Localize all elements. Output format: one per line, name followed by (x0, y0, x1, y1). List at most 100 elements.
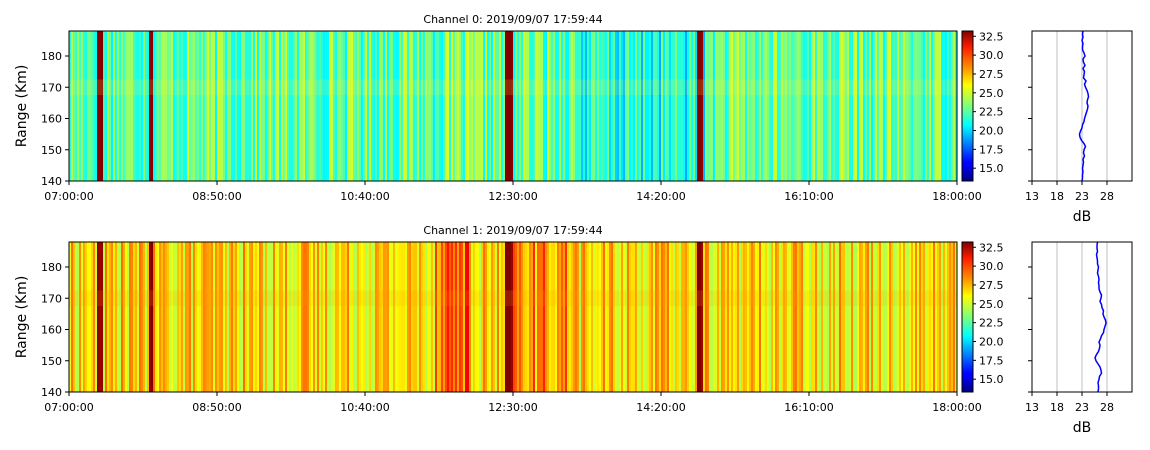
heatmap-cell (933, 31, 936, 181)
heatmap-cell (585, 242, 588, 392)
heatmap-cell (417, 31, 420, 181)
heatmap-cell (859, 31, 862, 181)
heatmap-cell (751, 242, 754, 392)
heatmap-cell (847, 31, 850, 181)
heatmap-cell (885, 31, 888, 181)
heatmap-cell (221, 31, 224, 181)
heatmap-cell (387, 242, 390, 392)
heatmap-cell (673, 31, 676, 181)
heatmap-cell (463, 242, 466, 392)
heatmap-cell (859, 242, 862, 392)
heatmap-cell (199, 31, 202, 181)
heatmap-cell (697, 242, 700, 392)
heatmap-cell (279, 242, 282, 392)
heatmap-cell (241, 31, 244, 181)
heatmap-cell (795, 242, 798, 392)
heatmap-cell (381, 31, 384, 181)
heatmap-cell (741, 31, 744, 181)
heatmap-cell (607, 31, 610, 181)
heatmap-cell (487, 31, 490, 181)
heatmap-cell (613, 242, 616, 392)
heatmap-cell (491, 31, 494, 181)
heatmap-cell (81, 242, 84, 392)
heatmap-cell (293, 242, 296, 392)
heatmap-cell (237, 31, 240, 181)
heatmap-cell (407, 242, 410, 392)
heatmap-cell (147, 31, 150, 181)
heatmap-cell (707, 31, 710, 181)
heatmap-cell (499, 242, 502, 392)
heatmap-cell (759, 242, 762, 392)
heatmap-cell (633, 31, 636, 181)
heatmap-cell (119, 242, 122, 392)
heatmap-cell (197, 31, 200, 181)
heatmap-cell (349, 242, 352, 392)
heatmap-cell (649, 31, 652, 181)
heatmap-cell (557, 31, 560, 181)
heatmap-cell (99, 242, 102, 392)
heatmap-cell (925, 242, 928, 392)
colorbar-tick-label: 27.5 (979, 68, 1004, 81)
heatmap-cell (297, 242, 300, 392)
chart-title: Channel 1: 2019/09/07 17:59:44 (423, 224, 602, 237)
heatmap-cell (203, 242, 206, 392)
heatmap-cell (331, 242, 334, 392)
heatmap-cell (491, 242, 494, 392)
heatmap-cell (917, 242, 920, 392)
heatmap-cell (495, 31, 498, 181)
heatmap-cell (873, 31, 876, 181)
heatmap-cell (937, 31, 940, 181)
heatmap-cell (165, 242, 168, 392)
heatmap-cell (129, 242, 132, 392)
heatmap-cell (257, 242, 260, 392)
heatmap-cell (709, 242, 712, 392)
heatmap-cell (501, 242, 504, 392)
heatmap-cell (549, 242, 552, 392)
heatmap-cell (495, 242, 498, 392)
heatmap-cell (183, 242, 186, 392)
heatmap-cell (921, 242, 924, 392)
heatmap-cell (925, 31, 928, 181)
heatmap-cell (395, 31, 398, 181)
heatmap-cell (939, 242, 942, 392)
heatmap-cell (813, 242, 816, 392)
heatmap-cell (459, 31, 462, 181)
heatmap-cell (647, 31, 650, 181)
heatmap-cell (863, 31, 866, 181)
heatmap-cell (141, 242, 144, 392)
heatmap-cell (109, 31, 112, 181)
heatmap-cell (915, 242, 918, 392)
y-tick-label: 180 (41, 50, 62, 63)
heatmap-cell (71, 31, 74, 181)
heatmap-cell (179, 242, 182, 392)
heatmap-cell (321, 31, 324, 181)
heatmap-cell (87, 242, 90, 392)
heatmap-cell (843, 31, 846, 181)
heatmap-cell (283, 31, 286, 181)
heatmap-cell (947, 31, 950, 181)
heatmap-cell (79, 31, 82, 181)
heatmap-cell (551, 242, 554, 392)
heatmap-cell (655, 31, 658, 181)
heatmap-cell (733, 31, 736, 181)
heatmap-cell (325, 31, 328, 181)
heatmap-cell (731, 31, 734, 181)
heatmap-cell (295, 31, 298, 181)
heatmap-cell (345, 31, 348, 181)
heatmap-cell (171, 242, 174, 392)
heatmap-cell (683, 242, 686, 392)
heatmap-cell (585, 31, 588, 181)
heatmap-cell (793, 31, 796, 181)
heatmap-cell (823, 31, 826, 181)
heatmap-cell (93, 31, 96, 181)
heatmap-cell (355, 31, 358, 181)
heatmap-cell (755, 31, 758, 181)
heatmap-cell (829, 242, 832, 392)
heatmap-cell (811, 242, 814, 392)
heatmap-cell (167, 31, 170, 181)
heatmap-cell (571, 31, 574, 181)
heatmap-cell (671, 242, 674, 392)
heatmap-cell (407, 31, 410, 181)
heatmap-cell (691, 242, 694, 392)
heatmap-cell (693, 242, 696, 392)
